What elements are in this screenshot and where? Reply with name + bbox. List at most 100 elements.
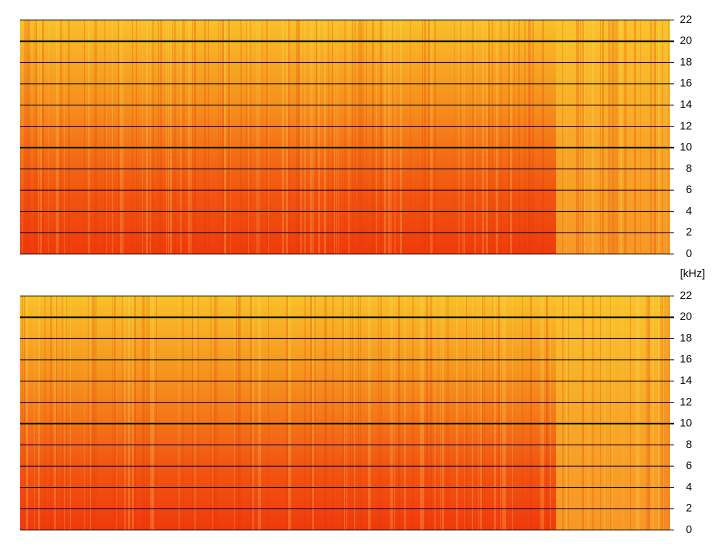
spectrogram-texture [482,296,483,530]
spectrogram-texture [180,20,182,254]
spectrogram-texture [142,20,143,254]
spectrogram-texture [236,296,237,530]
spectrogram-texture [458,20,460,254]
spectrogram-texture [404,296,406,530]
spectrogram-texture [546,296,548,530]
spectrogram-texture [524,20,526,254]
spectrogram-texture [638,296,640,530]
y-tick-label: 12 [680,120,692,132]
spectrogram-texture [410,20,411,254]
spectrogram-texture [146,296,148,530]
spectrogram-texture [514,20,515,254]
spectrogram-texture [622,296,623,530]
spectrogram-panel: 0 2 4 6 8 10 12 14 16 18 20 22 [20,290,692,536]
spectrogram-texture [116,296,117,530]
spectrogram-texture [268,20,269,254]
spectrogram-texture [440,296,441,530]
spectrogram-texture [96,20,97,254]
spectrogram-texture [338,20,339,254]
y-tick-label: 22 [680,14,692,26]
y-tick-label: 0 [686,524,692,536]
spectrogram-texture [170,20,172,254]
spectrogram-texture [588,296,589,530]
spectrogram-texture [300,20,302,254]
spectrogram-texture [510,20,512,254]
spectrogram-texture [114,296,116,530]
spectrogram-texture [614,20,616,254]
spectrogram-texture [658,20,660,254]
spectrogram-texture [508,20,510,254]
spectrogram-texture [50,296,52,530]
spectrogram-texture [250,20,251,254]
spectrogram-texture [62,296,63,530]
spectrogram-texture [258,20,260,254]
spectrogram-texture [532,20,534,254]
spectrogram-texture [634,20,636,254]
spectrogram-texture [352,20,353,254]
spectrogram-texture [310,20,312,254]
spectrogram-texture [190,20,192,254]
spectrogram-texture [222,20,224,254]
spectrogram-texture [246,20,247,254]
spectrogram-texture [298,20,300,254]
spectrogram-texture [36,20,37,254]
spectrogram-texture [424,20,426,254]
spectrogram-texture [24,20,26,254]
spectrogram-texture [132,296,134,530]
spectrogram-texture [576,20,578,254]
spectrogram-texture [208,20,209,254]
spectrogram-texture [640,20,641,254]
spectrogram-texture [56,20,58,254]
spectrogram-texture [24,296,25,530]
spectrogram-texture [428,20,430,254]
spectrogram-texture [324,296,326,530]
spectrogram-texture [112,20,113,254]
spectrogram-texture [420,296,422,530]
spectrogram-texture [624,20,626,254]
spectrogram-texture [472,20,474,254]
spectrogram-texture [362,20,364,254]
y-tick-label: 8 [686,439,692,451]
spectrogram-texture [578,20,579,254]
spectrogram-texture [316,20,317,254]
spectrogram-texture [198,296,199,530]
spectrogram-texture [152,20,154,254]
spectrogram-texture [172,20,173,254]
spectrogram-texture [422,20,423,254]
spectrogram-texture [600,296,601,530]
y-tick-label: 2 [686,227,692,239]
spectrogram-texture [380,296,382,530]
y-tick-label: 4 [686,205,692,217]
y-tick-label: 6 [686,184,692,196]
spectrogram-texture [166,20,167,254]
spectrogram-texture [288,296,290,530]
spectrogram-texture [150,296,152,530]
spectrogram-texture [42,20,44,254]
spectrogram-texture [144,296,145,530]
spectrogram-texture [344,20,346,254]
spectrogram-texture [620,20,622,254]
spectrogram-texture [344,296,345,530]
spectrogram-texture [568,296,569,530]
spectrogram-texture [446,296,448,530]
spectrogram-texture [290,296,291,530]
spectrogram-texture [230,20,231,254]
spectrogram-texture [582,296,584,530]
spectrogram-texture [466,296,467,530]
spectrogram-texture [210,296,212,530]
spectrogram-texture [220,20,221,254]
spectrogram-texture [366,20,367,254]
spectrogram-texture [324,20,326,254]
spectrogram-texture [492,296,493,530]
spectrogram-texture [94,296,96,530]
spectrogram-texture [240,20,242,254]
spectrogram-texture [390,20,392,254]
spectrogram-texture [550,296,551,530]
spectrogram-texture [394,20,396,254]
spectrogram-texture [92,296,94,530]
spectrogram-texture [88,296,89,530]
spectrogram-texture [478,296,479,530]
spectrogram-texture [174,20,176,254]
spectrogram-texture [146,20,148,254]
spectrogram-texture [94,20,96,254]
